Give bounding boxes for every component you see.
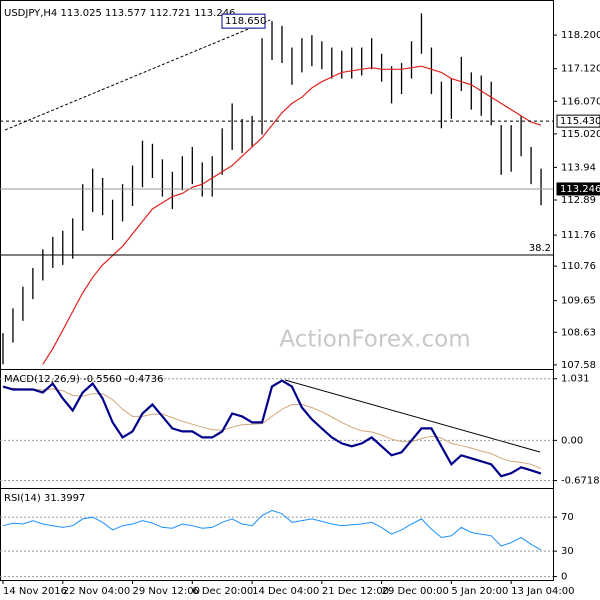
price-label-box — [556, 182, 600, 196]
y-tick-label: 107.58 — [561, 360, 596, 371]
y-tick-label: 0 — [561, 572, 567, 583]
rsi-line — [2, 509, 542, 551]
y-tick-label: 118.200 — [561, 30, 600, 41]
y-tick-label: 111.76 — [561, 230, 596, 241]
x-tick-label: 13 Jan 04:00 — [511, 586, 574, 597]
x-tick-label: 6 Dec 20:00 — [192, 586, 253, 597]
panel-title: USDJPY,H4 113.025 113.577 112.721 113.24… — [4, 8, 235, 19]
price-label-box — [556, 114, 600, 128]
plot-frame — [0, 0, 554, 581]
x-tick-label: 14 Nov 2016 — [3, 586, 67, 597]
high-label: 118.650 — [225, 16, 266, 27]
x-tick-label: 29 Dec 00:00 — [382, 586, 449, 597]
x-tick-label: 22 Nov 04:00 — [63, 586, 130, 597]
panel-title: MACD(12,26,9) -0.5560 -0.4736 — [4, 374, 164, 385]
y-tick-label: 115.020 — [561, 129, 600, 140]
signal-line — [2, 387, 542, 470]
y-tick-label: 30 — [561, 546, 574, 557]
y-tick-label: 70 — [561, 512, 574, 523]
watermark: ActionForex.com — [279, 327, 470, 353]
x-tick-label: 14 Dec 04:00 — [252, 586, 319, 597]
high-label-box — [221, 13, 266, 29]
x-tick-label: 5 Jan 20:00 — [451, 586, 508, 597]
y-tick-label: 113.94 — [561, 162, 596, 173]
y-tick-label: 112.89 — [561, 195, 596, 206]
y-tick-label: 110.76 — [561, 261, 596, 272]
y-tick-label: 108.63 — [561, 327, 596, 338]
trend-line — [4, 19, 271, 131]
price-label: 113.246 — [560, 184, 600, 195]
y-tick-label: 0.00 — [561, 435, 583, 446]
y-tick-label: 109.65 — [561, 296, 596, 307]
panel-title: RSI(14) 31.3997 — [4, 493, 85, 504]
y-tick-label: 1.031 — [561, 374, 590, 385]
y-tick-label: -0.6718 — [561, 476, 600, 487]
y-tick-label: 116.070 — [561, 96, 600, 107]
macd-line — [2, 379, 542, 478]
level-label: 38.2 — [529, 243, 551, 254]
x-tick-label: 21 Dec 12:00 — [322, 586, 389, 597]
moving-average — [42, 65, 542, 365]
y-tick-label: 117.120 — [561, 64, 600, 75]
x-tick-label: 29 Nov 12:00 — [133, 586, 200, 597]
price-label: 115.430 — [560, 116, 600, 127]
